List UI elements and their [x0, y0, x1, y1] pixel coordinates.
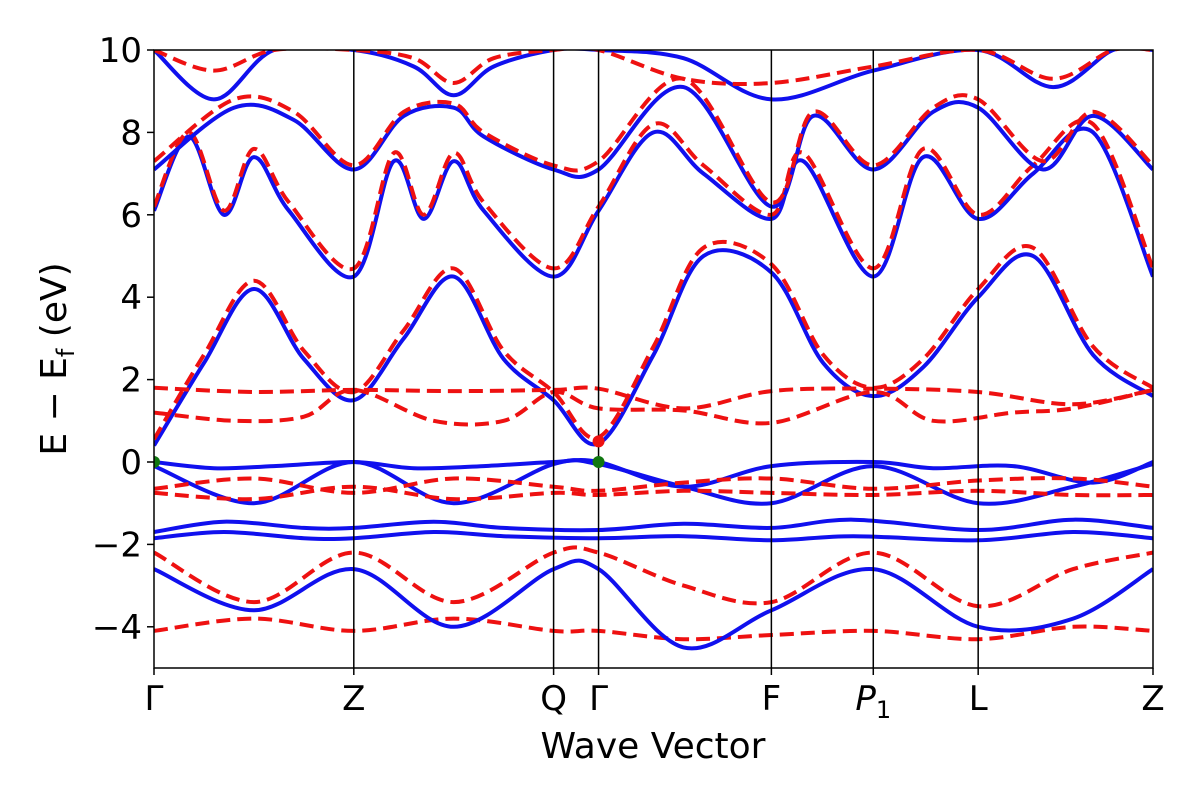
x-tick-label: Q — [540, 679, 567, 719]
y-tick-label: 0 — [120, 443, 142, 483]
x-tick-label: P1 — [855, 679, 891, 724]
plot-frame — [153, 49, 1154, 669]
band-red-flat-a — [154, 385, 1153, 411]
y-tick-label: 2 — [120, 361, 142, 401]
band-red-vb-low1 — [154, 545, 1153, 609]
band-blue-vb-2 — [154, 458, 1153, 506]
band-blue-d2 — [154, 529, 1153, 543]
band-blue-cb2 — [154, 126, 1153, 280]
band-blue-d1 — [154, 517, 1153, 534]
y-tick-label: 8 — [120, 113, 142, 153]
band-blue-cb3 — [154, 85, 1153, 209]
x-axis-label: Wave Vector — [541, 726, 766, 767]
band-red-vb-b — [154, 484, 1153, 502]
band-red-cb4 — [154, 50, 1153, 87]
x-tick-label: Z — [1141, 679, 1164, 719]
band-red-cb3 — [154, 76, 1153, 205]
band-red-flat-b — [154, 387, 1153, 427]
band-red-cb2 — [154, 118, 1153, 272]
y-tick-label: −2 — [92, 525, 142, 565]
band-blue-cb4 — [154, 50, 1153, 102]
x-tick-label: L — [969, 679, 988, 719]
x-tick-label: Γ — [145, 679, 164, 719]
x-tick-label: F — [762, 679, 782, 719]
band-edge-marker-1 — [592, 456, 605, 468]
x-tick-label: Z — [342, 679, 365, 719]
band-edge-marker-0 — [154, 456, 160, 468]
x-tick-label: Γ — [589, 679, 608, 719]
y-tick-label: −4 — [92, 608, 142, 648]
band-edge-marker-2 — [592, 435, 605, 448]
y-tick-label: 4 — [120, 278, 142, 318]
y-axis-label: E − Ef (eV) — [34, 262, 80, 455]
y-tick-label: 6 — [120, 196, 142, 236]
y-tick-label: 10 — [99, 31, 142, 71]
